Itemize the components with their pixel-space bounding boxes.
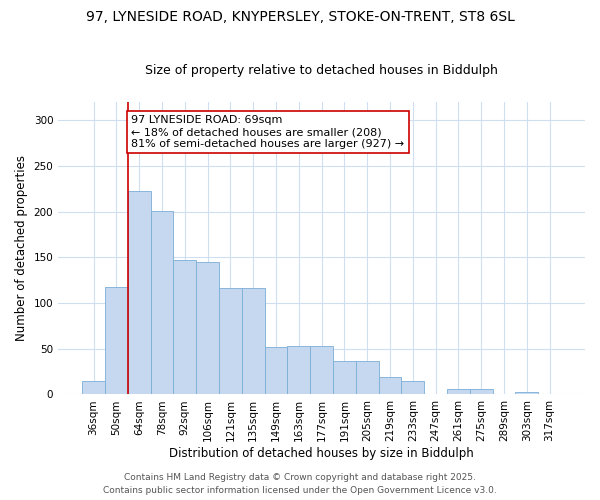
Bar — [128, 192, 151, 394]
Title: Size of property relative to detached houses in Biddulph: Size of property relative to detached ho… — [145, 64, 498, 77]
Bar — [82, 380, 105, 394]
Y-axis label: Number of detached properties: Number of detached properties — [15, 155, 28, 341]
X-axis label: Distribution of detached houses by size in Biddulph: Distribution of detached houses by size … — [169, 447, 474, 460]
Bar — [287, 346, 310, 395]
Bar — [196, 262, 219, 394]
Bar — [379, 377, 401, 394]
Bar — [356, 360, 379, 394]
Bar — [151, 210, 173, 394]
Bar — [310, 346, 333, 395]
Text: 97, LYNESIDE ROAD, KNYPERSLEY, STOKE-ON-TRENT, ST8 6SL: 97, LYNESIDE ROAD, KNYPERSLEY, STOKE-ON-… — [86, 10, 514, 24]
Bar — [401, 380, 424, 394]
Bar — [515, 392, 538, 394]
Bar — [173, 260, 196, 394]
Bar — [265, 347, 287, 395]
Bar — [219, 288, 242, 395]
Bar — [105, 288, 128, 395]
Text: 97 LYNESIDE ROAD: 69sqm
← 18% of detached houses are smaller (208)
81% of semi-d: 97 LYNESIDE ROAD: 69sqm ← 18% of detache… — [131, 116, 404, 148]
Bar — [447, 389, 470, 394]
Bar — [333, 360, 356, 394]
Bar — [470, 389, 493, 394]
Bar — [242, 288, 265, 395]
Text: Contains HM Land Registry data © Crown copyright and database right 2025.
Contai: Contains HM Land Registry data © Crown c… — [103, 474, 497, 495]
